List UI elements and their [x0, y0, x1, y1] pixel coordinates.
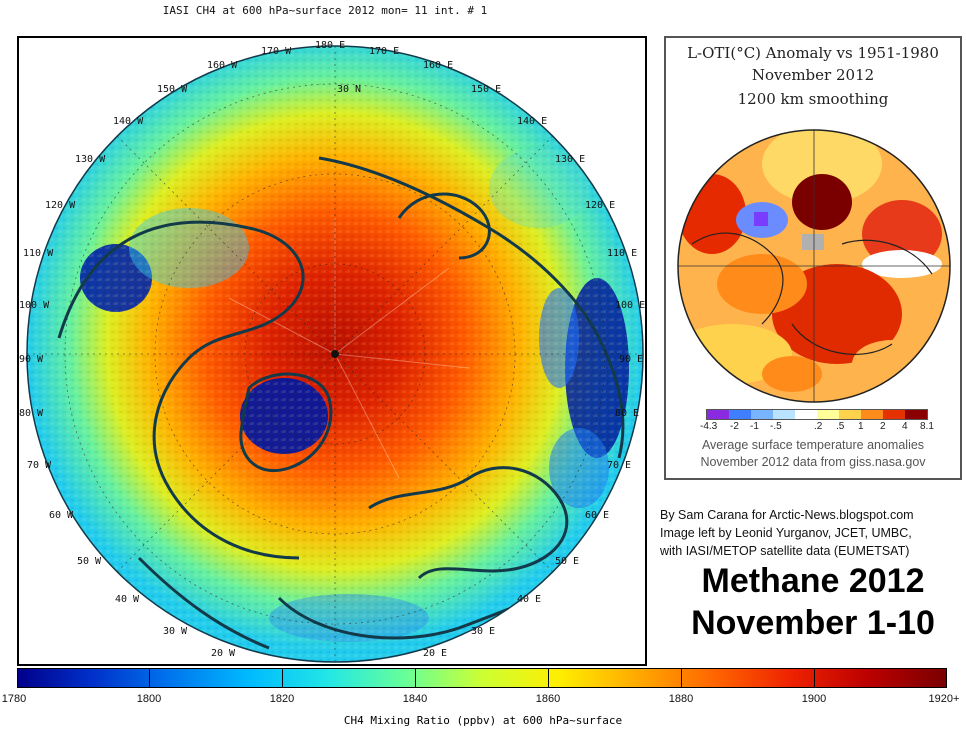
lon-label-30w: 30 W	[163, 626, 188, 637]
lon-label-40w: 40 W	[115, 594, 140, 605]
lon-label-140w: 140 W	[113, 116, 144, 127]
anomaly-scale-label: -2	[730, 421, 739, 432]
lon-label-50e: 50 E	[555, 556, 580, 567]
methane-polar-map: 180 E 170 W 170 E 160 W 160 E 150 W 150 …	[17, 36, 647, 666]
lon-label-110w: 110 W	[23, 248, 54, 259]
lon-label-170e: 170 E	[369, 46, 400, 57]
colorbar-label: 1860	[535, 693, 561, 705]
anomaly-scale-label: 8.1	[920, 421, 934, 432]
anomaly-scale-label: 1	[858, 421, 864, 432]
colorbar-title: CH4 Mixing Ratio (ppbv) at 600 hPa~surfa…	[343, 714, 623, 727]
lon-label-170w: 170 W	[261, 46, 292, 57]
credit-data: with IASI/METOP satellite data (EUMETSAT…	[660, 544, 910, 558]
colorbar-tick	[814, 668, 815, 688]
lon-label-110e: 110 E	[607, 248, 638, 259]
inset-source: November 2012 data from giss.nasa.gov	[700, 455, 926, 469]
lon-label-150w: 150 W	[157, 84, 188, 95]
anomaly-globe	[677, 129, 951, 403]
lon-label-20w: 20 W	[211, 648, 236, 659]
colorbar-label: 1840	[402, 693, 428, 705]
anomaly-scale-cell	[839, 410, 861, 419]
anomaly-scale	[706, 409, 928, 420]
lon-label-70w: 70 W	[27, 460, 52, 471]
anomaly-scale-label: .2	[814, 421, 823, 432]
lon-label-140e: 140 E	[517, 116, 548, 127]
methane-map-canvas	[26, 45, 644, 663]
lon-label-20e: 20 E	[423, 648, 448, 659]
anomaly-scale-label: 2	[880, 421, 886, 432]
lon-label-120w: 120 W	[45, 200, 76, 211]
lon-label-90w: 90 W	[19, 354, 44, 365]
colorbar-tick	[415, 668, 416, 688]
colorbar-tick	[282, 668, 283, 688]
colorbar-label: 1900	[801, 693, 827, 705]
anomaly-scale-cell	[729, 410, 751, 419]
colorbar-label: 1780	[1, 693, 27, 705]
lon-label-80w: 80 W	[19, 408, 44, 419]
credit-author: By Sam Carana for Arctic-News.blogspot.c…	[660, 508, 914, 522]
lon-label-180: 180 E	[315, 40, 346, 51]
lon-label-40e: 40 E	[517, 594, 542, 605]
lon-label-130w: 130 W	[75, 154, 106, 165]
colorbar-tick	[681, 668, 682, 688]
anomaly-scale-label: -1	[750, 421, 759, 432]
colorbar-label: 1880	[668, 693, 694, 705]
colorbar-tick	[548, 668, 549, 688]
anomaly-scale-cell	[707, 410, 729, 419]
ch4-colorbar	[17, 668, 947, 688]
lon-label-160e: 160 E	[423, 60, 454, 71]
temperature-anomaly-inset: L-OTI(°C) Anomaly vs 1951-1980 November …	[664, 36, 962, 480]
anomaly-scale-cell	[795, 410, 817, 419]
lon-label-100e: 100 E	[615, 300, 646, 311]
lon-label-120e: 120 E	[585, 200, 616, 211]
lon-label-130e: 130 E	[555, 154, 586, 165]
anomaly-scale-label: -4.3	[700, 421, 718, 432]
colorbar-label: 1800	[136, 693, 162, 705]
anomaly-scale-cell	[905, 410, 927, 419]
anomaly-scale-cell	[751, 410, 773, 419]
colorbar-label: 1920+	[928, 693, 960, 705]
map-title: IASI CH4 at 600 hPa~surface 2012 mon= 11…	[162, 4, 488, 17]
lon-label-90e: 90 E	[619, 354, 644, 365]
lon-label-80e: 80 E	[615, 408, 640, 419]
methane-field	[27, 46, 643, 662]
anomaly-scale-label: .5	[836, 421, 845, 432]
lon-label-50w: 50 W	[77, 556, 102, 567]
headline-methane: Methane 2012	[701, 562, 925, 600]
lon-label-160w: 160 W	[207, 60, 238, 71]
anomaly-scale-cell	[861, 410, 883, 419]
lon-label-60e: 60 E	[585, 510, 610, 521]
anomaly-scale-label: 4	[902, 421, 908, 432]
lat-label-30n: 30 N	[337, 84, 362, 95]
lon-label-150e: 150 E	[471, 84, 502, 95]
lon-label-70e: 70 E	[607, 460, 632, 471]
colorbar-label: 1820	[269, 693, 295, 705]
inset-subtitle: November 2012	[751, 66, 875, 84]
inset-caption: Average surface temperature anomalies	[701, 438, 925, 452]
anomaly-scale-cell	[817, 410, 839, 419]
headline-dates: November 1-10	[691, 604, 935, 642]
graticule	[27, 46, 643, 662]
credit-image: Image left by Leonid Yurganov, JCET, UMB…	[660, 526, 912, 540]
inset-smoothing: 1200 km smoothing	[737, 90, 889, 108]
anomaly-scale-label: -.5	[770, 421, 782, 432]
inset-title: L-OTI(°C) Anomaly vs 1951-1980	[687, 44, 939, 62]
lon-label-30e: 30 E	[471, 626, 496, 637]
anomaly-scale-cell	[773, 410, 795, 419]
lon-label-100w: 100 W	[19, 300, 50, 311]
colorbar-tick	[149, 668, 150, 688]
anomaly-scale-cell	[883, 410, 905, 419]
lon-label-60w: 60 W	[49, 510, 74, 521]
